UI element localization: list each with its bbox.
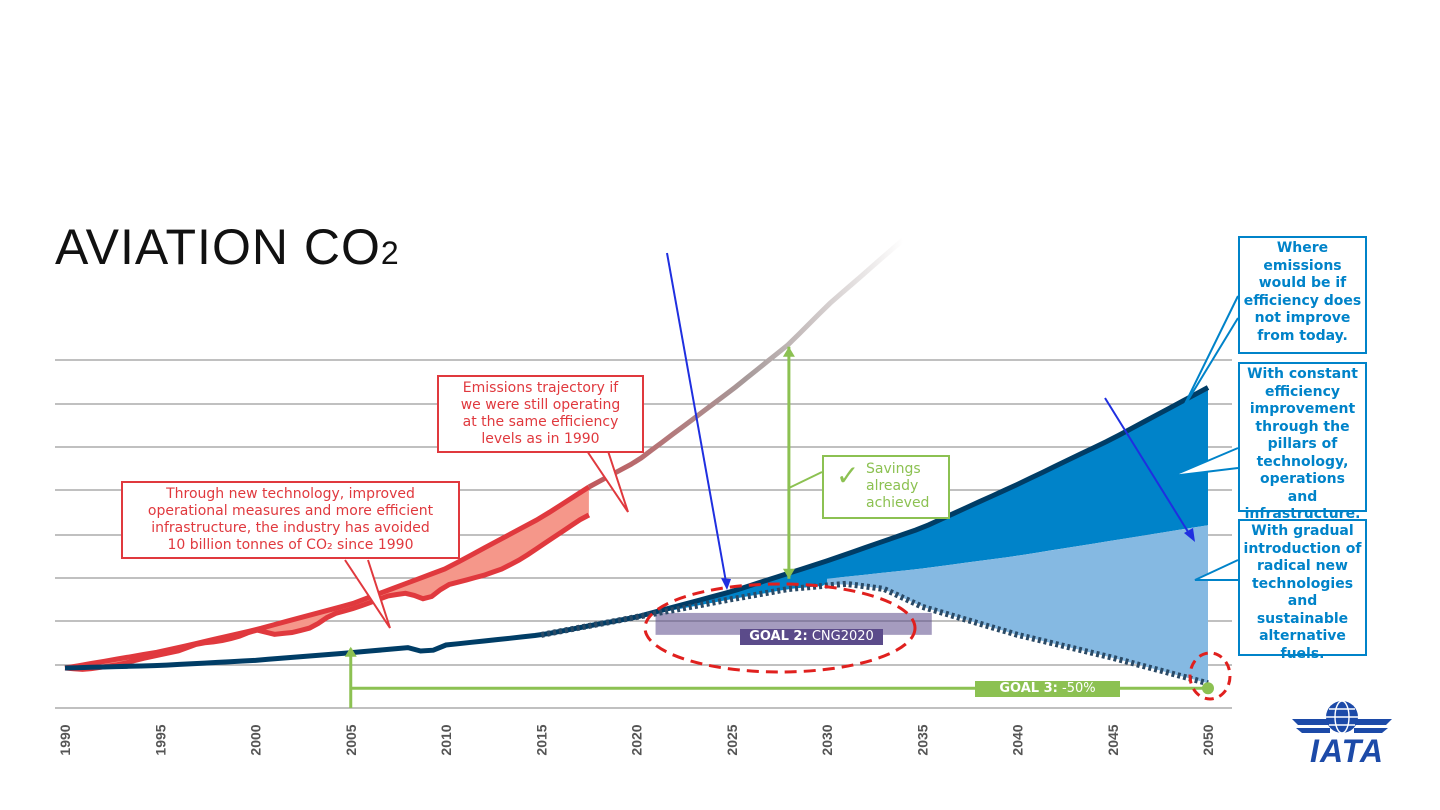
trajectory-callout-tail bbox=[584, 447, 629, 513]
constant-efficiency-area bbox=[636, 387, 1208, 617]
x-tick-label: 2030 bbox=[819, 724, 835, 755]
goal3-endpoint bbox=[1202, 682, 1214, 695]
constant-callout-tail bbox=[1171, 447, 1239, 477]
trajectory-callout: Emissions trajectory if we were still ope… bbox=[437, 375, 644, 453]
title-text: AVIATION CO bbox=[55, 219, 381, 275]
blue-pointer-arrowhead bbox=[1184, 528, 1195, 542]
gradual-introduction-callout: With gradual introduction of radical new te… bbox=[1238, 519, 1367, 662]
gradual-callout-tail bbox=[1194, 559, 1239, 581]
savings-arrowhead-top bbox=[782, 346, 795, 357]
goal3-arrowhead bbox=[344, 646, 357, 657]
goal3-highlight-ellipse bbox=[1188, 651, 1232, 701]
blue-pointer-arrow bbox=[666, 252, 727, 583]
x-tick-label: 2050 bbox=[1200, 724, 1216, 755]
savings-pointer bbox=[788, 471, 823, 489]
no-improvement-callout-tail bbox=[1181, 295, 1239, 411]
avoided-emissions-callout: Through new technology, improved operatio… bbox=[121, 481, 460, 559]
x-tick-label: 2020 bbox=[629, 724, 645, 755]
x-axis-ticks: 1990 1995 2000 2005 2010 2015 2020 2025 2030 2035… bbox=[57, 724, 1216, 755]
x-tick-label: 1990 bbox=[57, 724, 73, 755]
x-tick-label: 2010 bbox=[438, 724, 454, 755]
savings-arrowhead-bottom bbox=[782, 568, 795, 579]
x-tick-label: 2000 bbox=[248, 724, 264, 755]
x-tick-label: 2035 bbox=[914, 724, 930, 755]
x-tick-label: 1995 bbox=[152, 724, 168, 755]
x-tick-label: 2040 bbox=[1010, 724, 1026, 755]
constant-efficiency-callout: With constant efficiency improvement throug… bbox=[1238, 362, 1367, 522]
blue-pointer-arrowhead bbox=[721, 578, 731, 590]
trajectory-1990-line-projected bbox=[587, 237, 905, 490]
series-lines bbox=[64, 237, 1210, 687]
avoided-callout-tail bbox=[344, 559, 391, 629]
actual-emissions-line bbox=[64, 512, 591, 672]
cng2020-decline-line bbox=[540, 580, 1209, 687]
goal2-highlight-ellipse bbox=[643, 582, 917, 674]
x-tick-label: 2045 bbox=[1105, 724, 1121, 755]
title-subscript: 2 bbox=[380, 235, 400, 271]
x-tick-label: 2015 bbox=[533, 724, 549, 755]
checkmark-icon: ✓ bbox=[836, 459, 860, 492]
savings-callout: ✓ Savings already achieved bbox=[822, 455, 950, 519]
globe-wings-icon bbox=[1292, 700, 1392, 734]
trajectory-1990-line bbox=[64, 484, 591, 671]
iata-logo: IATA bbox=[1288, 695, 1396, 769]
goal2-label: GOAL 2: CNG2020 bbox=[740, 629, 883, 645]
no-improvement-callout: Where emissions would be if efficiency does… bbox=[1238, 236, 1367, 354]
x-tick-label: 2025 bbox=[724, 724, 740, 755]
gridlines bbox=[55, 359, 1232, 709]
x-tick-label: 2005 bbox=[343, 724, 359, 755]
page-title: AVIATION CO2 bbox=[55, 218, 400, 276]
blue-pointer-arrow bbox=[1104, 397, 1191, 536]
goal3-label: GOAL 3: -50% bbox=[975, 681, 1120, 697]
iata-logo-text: IATA bbox=[1310, 733, 1384, 769]
annotations bbox=[344, 252, 1239, 708]
radical-technologies-area bbox=[827, 525, 1208, 684]
